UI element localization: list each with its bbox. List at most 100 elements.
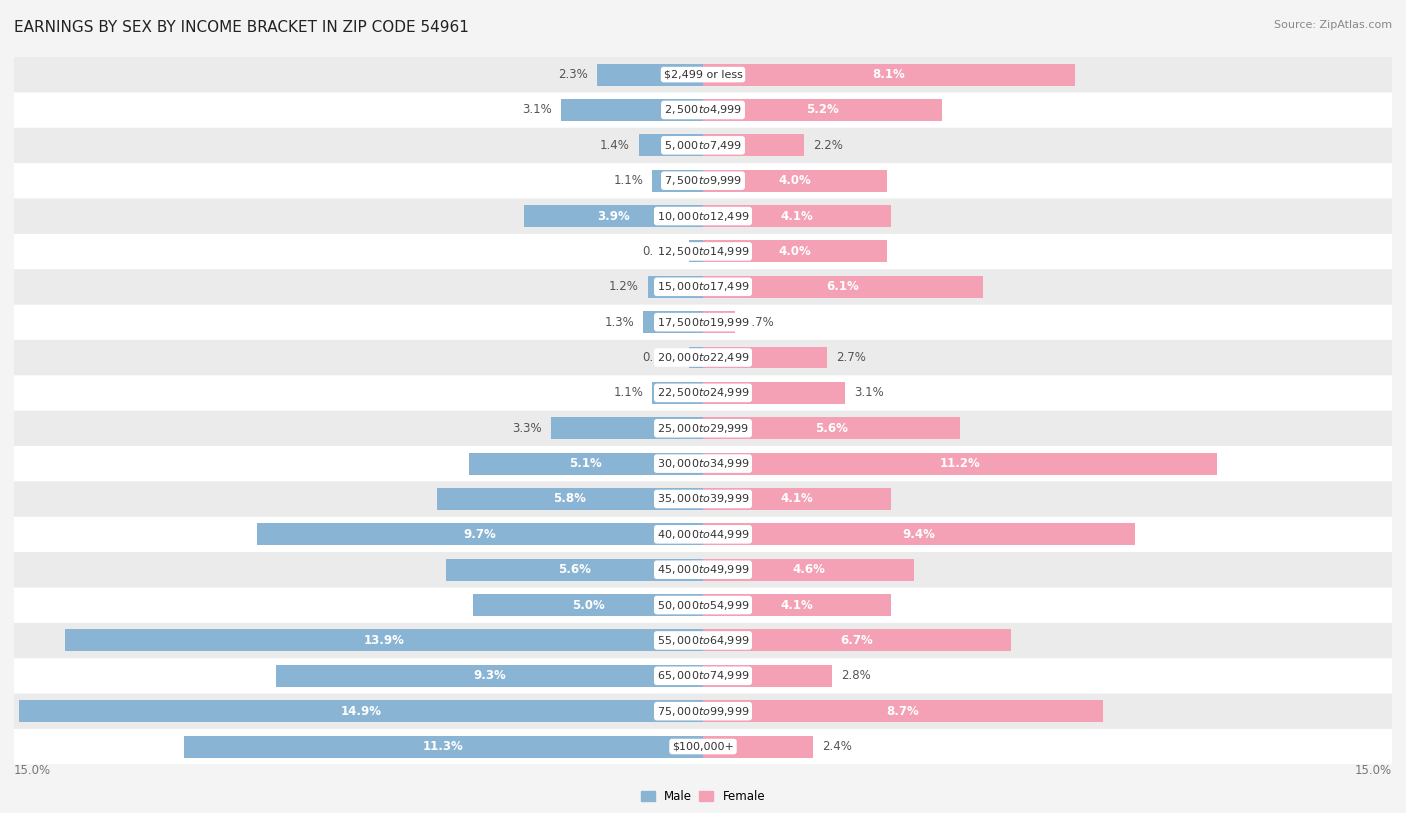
Bar	[703, 134, 804, 156]
FancyBboxPatch shape	[14, 57, 1392, 92]
Bar	[652, 382, 703, 404]
Bar	[276, 665, 703, 687]
Bar	[703, 453, 1218, 475]
FancyBboxPatch shape	[14, 623, 1392, 659]
Bar	[703, 665, 831, 687]
Text: 3.1%: 3.1%	[522, 103, 551, 116]
Text: $50,000 to $54,999: $50,000 to $54,999	[657, 598, 749, 611]
Text: 5.2%: 5.2%	[806, 103, 839, 116]
Text: $10,000 to $12,499: $10,000 to $12,499	[657, 210, 749, 223]
FancyBboxPatch shape	[14, 552, 1392, 587]
Text: 0.31%: 0.31%	[643, 245, 679, 258]
Text: $45,000 to $49,999: $45,000 to $49,999	[657, 563, 749, 576]
Text: 3.3%: 3.3%	[513, 422, 543, 435]
Text: 4.0%: 4.0%	[779, 245, 811, 258]
FancyBboxPatch shape	[14, 234, 1392, 269]
Text: 11.2%: 11.2%	[939, 457, 980, 470]
Text: $7,500 to $9,999: $7,500 to $9,999	[664, 174, 742, 187]
Text: 5.8%: 5.8%	[554, 493, 586, 506]
Bar	[644, 311, 703, 333]
Text: 5.6%: 5.6%	[558, 563, 591, 576]
Bar	[689, 241, 703, 263]
Text: $2,500 to $4,999: $2,500 to $4,999	[664, 103, 742, 116]
Text: 4.1%: 4.1%	[780, 493, 814, 506]
Text: 9.7%: 9.7%	[464, 528, 496, 541]
Legend: Male, Female: Male, Female	[636, 785, 770, 808]
Bar	[18, 700, 703, 722]
Bar	[703, 524, 1135, 546]
Bar	[703, 594, 891, 616]
Text: $65,000 to $74,999: $65,000 to $74,999	[657, 669, 749, 682]
FancyBboxPatch shape	[14, 693, 1392, 729]
Text: 2.4%: 2.4%	[823, 740, 852, 753]
Text: 3.9%: 3.9%	[598, 210, 630, 223]
Bar	[551, 417, 703, 439]
Text: $25,000 to $29,999: $25,000 to $29,999	[657, 422, 749, 435]
Bar	[446, 559, 703, 580]
Text: 4.0%: 4.0%	[779, 174, 811, 187]
FancyBboxPatch shape	[14, 517, 1392, 552]
Text: 9.4%: 9.4%	[903, 528, 935, 541]
Bar	[703, 700, 1102, 722]
Text: 5.6%: 5.6%	[815, 422, 848, 435]
Text: $30,000 to $34,999: $30,000 to $34,999	[657, 457, 749, 470]
Bar	[257, 524, 703, 546]
FancyBboxPatch shape	[14, 340, 1392, 375]
FancyBboxPatch shape	[14, 128, 1392, 163]
FancyBboxPatch shape	[14, 481, 1392, 517]
Bar	[689, 346, 703, 368]
Bar	[703, 311, 735, 333]
Text: 2.7%: 2.7%	[837, 351, 866, 364]
Text: $12,500 to $14,999: $12,500 to $14,999	[657, 245, 749, 258]
Text: 2.2%: 2.2%	[813, 139, 844, 152]
Text: 1.4%: 1.4%	[599, 139, 630, 152]
FancyBboxPatch shape	[14, 446, 1392, 481]
Text: 11.3%: 11.3%	[423, 740, 464, 753]
FancyBboxPatch shape	[14, 92, 1392, 128]
Bar	[703, 99, 942, 121]
FancyBboxPatch shape	[14, 163, 1392, 198]
Bar	[703, 488, 891, 510]
Text: $100,000+: $100,000+	[672, 741, 734, 751]
Text: $75,000 to $99,999: $75,000 to $99,999	[657, 705, 749, 718]
Text: 1.1%: 1.1%	[613, 174, 644, 187]
Bar	[703, 276, 983, 298]
Bar	[437, 488, 703, 510]
Text: 1.1%: 1.1%	[613, 386, 644, 399]
Text: 6.7%: 6.7%	[841, 634, 873, 647]
Text: 13.9%: 13.9%	[363, 634, 405, 647]
Text: $40,000 to $44,999: $40,000 to $44,999	[657, 528, 749, 541]
Bar	[703, 736, 813, 758]
Text: 15.0%: 15.0%	[14, 764, 51, 777]
Bar	[184, 736, 703, 758]
FancyBboxPatch shape	[14, 304, 1392, 340]
Text: 8.1%: 8.1%	[873, 68, 905, 81]
Text: 4.6%: 4.6%	[792, 563, 825, 576]
Text: 14.9%: 14.9%	[340, 705, 381, 718]
Text: Source: ZipAtlas.com: Source: ZipAtlas.com	[1274, 20, 1392, 30]
Bar	[474, 594, 703, 616]
Text: $17,500 to $19,999: $17,500 to $19,999	[657, 315, 749, 328]
Text: 5.1%: 5.1%	[569, 457, 602, 470]
FancyBboxPatch shape	[14, 198, 1392, 234]
Text: 1.2%: 1.2%	[609, 280, 638, 293]
Bar	[703, 241, 887, 263]
FancyBboxPatch shape	[14, 729, 1392, 764]
Text: $15,000 to $17,499: $15,000 to $17,499	[657, 280, 749, 293]
Bar	[703, 559, 914, 580]
Text: 2.8%: 2.8%	[841, 669, 870, 682]
Text: $35,000 to $39,999: $35,000 to $39,999	[657, 493, 749, 506]
Bar	[703, 382, 845, 404]
FancyBboxPatch shape	[14, 269, 1392, 304]
Text: $20,000 to $22,499: $20,000 to $22,499	[657, 351, 749, 364]
Bar	[703, 63, 1076, 85]
Bar	[648, 276, 703, 298]
Text: 4.1%: 4.1%	[780, 210, 814, 223]
Text: 8.7%: 8.7%	[886, 705, 920, 718]
Bar	[598, 63, 703, 85]
Text: 15.0%: 15.0%	[1355, 764, 1392, 777]
Text: $2,499 or less: $2,499 or less	[664, 70, 742, 80]
Text: 3.1%: 3.1%	[855, 386, 884, 399]
Text: EARNINGS BY SEX BY INCOME BRACKET IN ZIP CODE 54961: EARNINGS BY SEX BY INCOME BRACKET IN ZIP…	[14, 20, 470, 35]
Text: 4.1%: 4.1%	[780, 598, 814, 611]
